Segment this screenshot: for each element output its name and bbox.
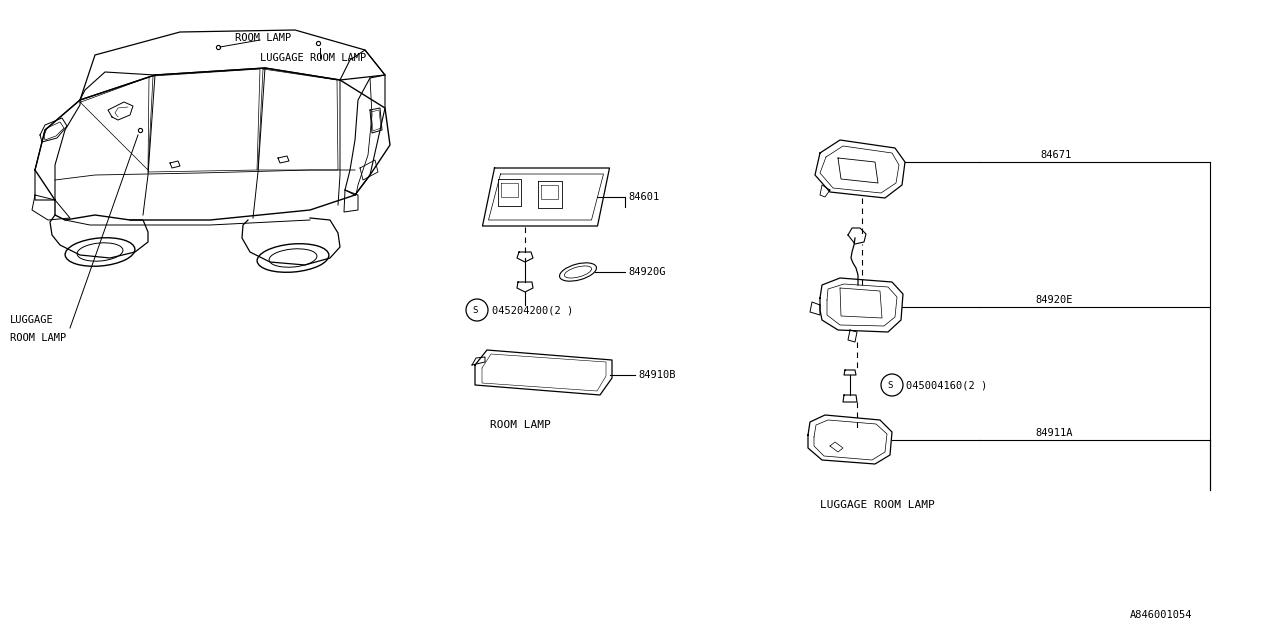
Text: ROOM LAMP: ROOM LAMP: [490, 420, 550, 430]
Text: 84910B: 84910B: [637, 370, 676, 380]
Text: 84671: 84671: [1039, 150, 1071, 160]
Text: A846001054: A846001054: [1130, 610, 1193, 620]
Text: LUGGAGE ROOM LAMP: LUGGAGE ROOM LAMP: [260, 53, 366, 63]
Text: ROOM LAMP: ROOM LAMP: [236, 33, 292, 43]
Text: 045204200(2 ): 045204200(2 ): [492, 305, 573, 315]
Text: 84601: 84601: [628, 192, 659, 202]
Text: 84920G: 84920G: [628, 267, 666, 277]
Text: S: S: [887, 381, 892, 390]
Text: LUGGAGE ROOM LAMP: LUGGAGE ROOM LAMP: [820, 500, 934, 510]
Text: 84911A: 84911A: [1036, 428, 1073, 438]
Text: S: S: [472, 305, 477, 314]
Text: LUGGAGE: LUGGAGE: [10, 315, 54, 325]
Text: 84920E: 84920E: [1036, 295, 1073, 305]
Text: ROOM LAMP: ROOM LAMP: [10, 333, 67, 343]
Text: 045004160(2 ): 045004160(2 ): [906, 380, 987, 390]
